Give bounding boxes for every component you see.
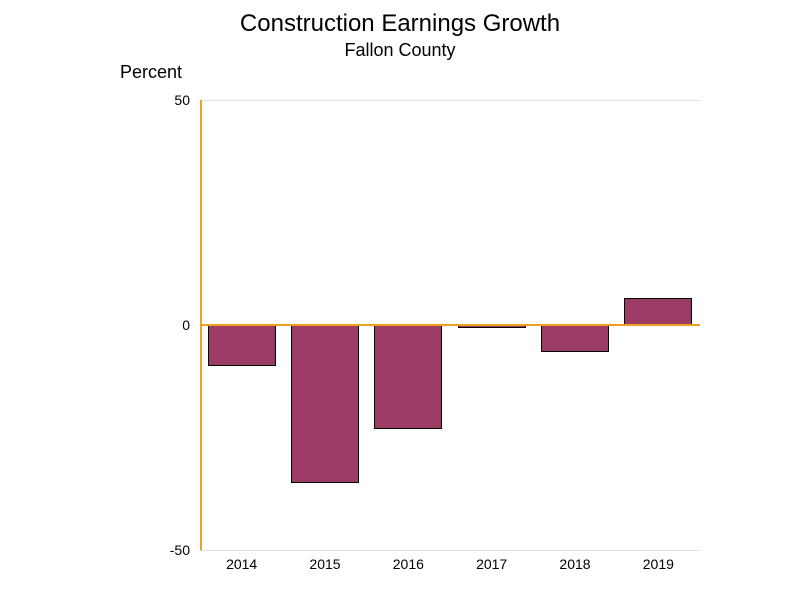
- x-tick-label: 2015: [295, 556, 355, 572]
- gridline: [200, 550, 700, 551]
- gridline: [200, 100, 700, 101]
- y-axis-line: [200, 100, 202, 550]
- bar: [624, 298, 692, 325]
- y-axis-label: Percent: [120, 62, 182, 83]
- y-tick-label: -50: [150, 542, 190, 558]
- bar: [374, 325, 442, 429]
- chart-title: Construction Earnings Growth: [0, 10, 800, 38]
- x-tick-label: 2014: [212, 556, 272, 572]
- y-tick-label: 50: [150, 92, 190, 108]
- zero-line: [200, 324, 700, 326]
- y-tick-label: 0: [150, 317, 190, 333]
- bar: [291, 325, 359, 483]
- bar: [208, 325, 276, 366]
- chart-container: Construction Earnings Growth Fallon Coun…: [0, 0, 800, 600]
- x-tick-label: 2016: [378, 556, 438, 572]
- bar: [541, 325, 609, 352]
- x-tick-label: 2018: [545, 556, 605, 572]
- chart-subtitle: Fallon County: [0, 40, 800, 61]
- x-tick-label: 2017: [462, 556, 522, 572]
- x-tick-label: 2019: [628, 556, 688, 572]
- plot-area: -50050201420152016201720182019: [200, 100, 700, 550]
